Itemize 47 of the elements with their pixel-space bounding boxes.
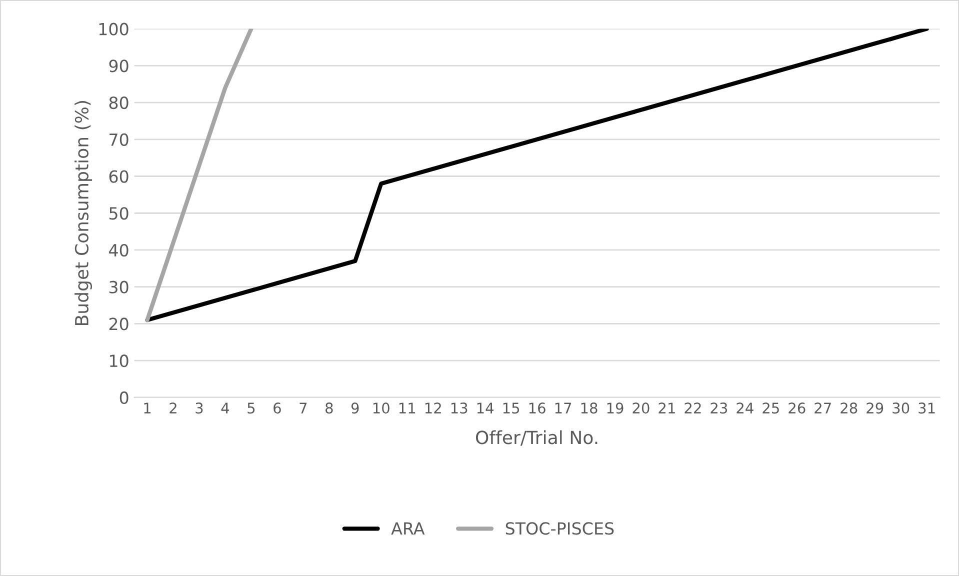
y-tick-label: 0 [120,391,128,404]
x-tick-label: 7 [300,402,307,414]
x-tick-label: 15 [503,402,520,414]
legend-label: ARA [391,522,425,534]
x-tick-label: 26 [788,402,806,414]
x-tick-label: 14 [477,402,494,414]
y-tick-label: 60 [109,170,128,183]
x-tick-label: 9 [351,402,359,414]
y-axis-title: Budget Consumption (%) [74,101,92,325]
x-tick-label: 19 [607,402,624,414]
y-tick-label: 100 [99,22,128,36]
y-tick-label: 40 [109,244,128,257]
x-tick-label: 16 [529,402,546,414]
y-tick-label: 10 [110,354,128,368]
y-tick-label: 20 [109,318,128,330]
x-tick-label: 21 [658,402,675,414]
y-tick-label: 80 [109,96,128,110]
x-tick-label: 5 [248,402,255,414]
x-tick-label: 25 [762,402,779,414]
x-tick-label: 30 [892,402,910,414]
legend-label: STOC-PISCES [506,522,614,535]
x-tick-label: 2 [170,402,176,414]
y-tick-label: 30 [109,280,128,294]
y-tick-label: 70 [110,133,128,146]
x-tick-label: 29 [866,402,884,414]
x-tick-label: 13 [451,402,468,414]
x-tick-label: 23 [710,402,728,414]
x-tick-label: 1 [144,402,151,414]
x-tick-label: 8 [326,402,333,414]
x-axis-title: Offer/Trial No. [476,430,598,446]
x-tick-label: 22 [684,402,701,414]
x-tick-label: 3 [196,402,203,414]
x-tick-label: 12 [425,402,441,414]
x-tick-label: 24 [736,402,754,414]
y-tick-label: 50 [109,207,128,220]
x-tick-label: 18 [581,402,598,414]
x-tick-label: 20 [632,402,650,414]
line-series [145,28,254,322]
x-tick-label: 28 [840,402,858,414]
x-tick-label: 31 [918,402,935,414]
y-tick-label: 90 [109,60,128,72]
x-tick-label: 4 [221,402,230,414]
x-tick-label: 11 [399,402,416,414]
x-tick-label: 6 [274,402,281,414]
x-tick-label: 17 [555,402,572,414]
x-tick-label: 27 [814,402,831,414]
x-tick-label: 10 [373,402,390,414]
